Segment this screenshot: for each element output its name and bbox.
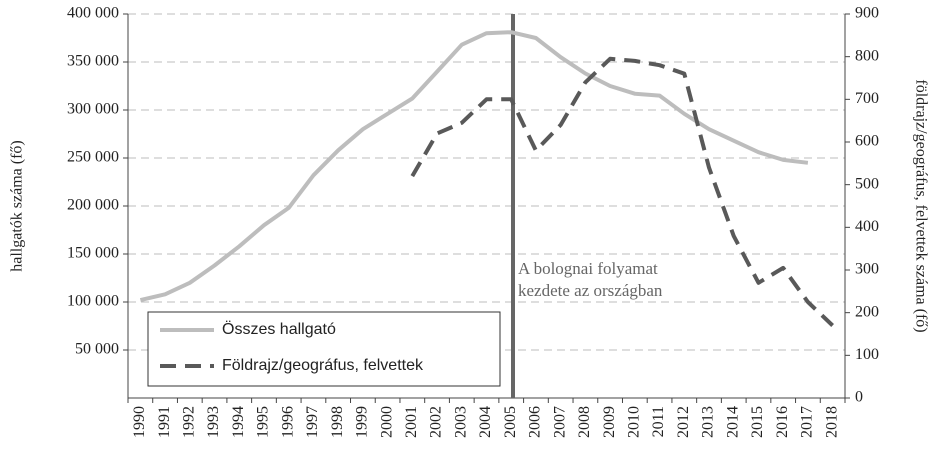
y2-axis-label: földrajz/geográfus, felvettek száma (fő) [912, 79, 929, 332]
x-tick-label: 2015 [749, 406, 766, 438]
x-tick-label: 1999 [354, 406, 371, 438]
y-tick-label: 300 000 [67, 101, 119, 118]
x-tick-label: 1995 [255, 406, 272, 438]
y-tick-label: 250 000 [67, 149, 119, 166]
y-tick-label: 50 000 [75, 341, 119, 358]
y2-tick-label: 0 [855, 389, 863, 406]
x-tick-label: 2010 [626, 406, 643, 438]
x-tick-label: 1992 [180, 406, 197, 438]
series-line [410, 56, 834, 327]
x-tick-label: 2016 [774, 406, 791, 438]
x-tick-label: 2012 [675, 406, 692, 438]
x-tick-label: 1991 [156, 406, 173, 438]
x-tick-label: 2003 [452, 406, 469, 438]
x-tick-label: 1990 [131, 406, 148, 438]
x-tick-label: 1994 [230, 406, 247, 438]
y2-tick-label: 300 [855, 261, 879, 278]
annotation: kezdete az országban [518, 281, 663, 300]
legend-box [147, 311, 501, 387]
x-tick-label: 2001 [403, 406, 420, 438]
x-tick-label: 2000 [378, 406, 395, 438]
y2-tick-label: 500 [855, 175, 879, 192]
x-tick-label: 2009 [601, 406, 618, 438]
x-tick-label: 2006 [527, 406, 544, 438]
y2-tick-label: 700 [855, 90, 879, 107]
y2-tick-label: 900 [855, 5, 879, 22]
x-tick-label: 2002 [428, 406, 445, 438]
legend-label: Összes hallgató [222, 320, 336, 338]
x-tick-label: 1996 [279, 406, 296, 438]
x-tick-label: 2004 [477, 406, 494, 438]
legend-label: Földrajz/geográfus, felvettek [222, 357, 424, 374]
x-tick-label: 2005 [502, 406, 519, 438]
y-axis-label: hallgatók száma (fő) [9, 140, 26, 272]
x-tick-label: 1998 [329, 406, 346, 438]
x-tick-label: 1993 [205, 406, 222, 438]
y2-tick-label: 400 [855, 218, 879, 235]
x-tick-label: 2007 [551, 406, 568, 438]
y-tick-label: 150 000 [67, 245, 119, 262]
y-tick-label: 350 000 [67, 53, 119, 70]
x-tick-label: 2013 [700, 406, 717, 438]
x-tick-label: 2018 [823, 406, 840, 438]
x-tick-label: 2011 [650, 406, 667, 437]
y-tick-label: 400 000 [67, 5, 119, 22]
x-tick-label: 2008 [576, 406, 593, 438]
y2-tick-label: 800 [855, 47, 879, 64]
annotation: A bolognai folyamat [518, 259, 658, 278]
y2-tick-label: 200 [855, 303, 879, 320]
y-tick-label: 200 000 [67, 197, 119, 214]
x-tick-label: 2014 [724, 406, 741, 438]
y2-tick-label: 100 [855, 346, 879, 363]
x-tick-label: 1997 [304, 406, 321, 438]
y-tick-label: 100 000 [67, 293, 119, 310]
x-tick-label: 2017 [799, 406, 816, 438]
y2-tick-label: 600 [855, 133, 879, 150]
